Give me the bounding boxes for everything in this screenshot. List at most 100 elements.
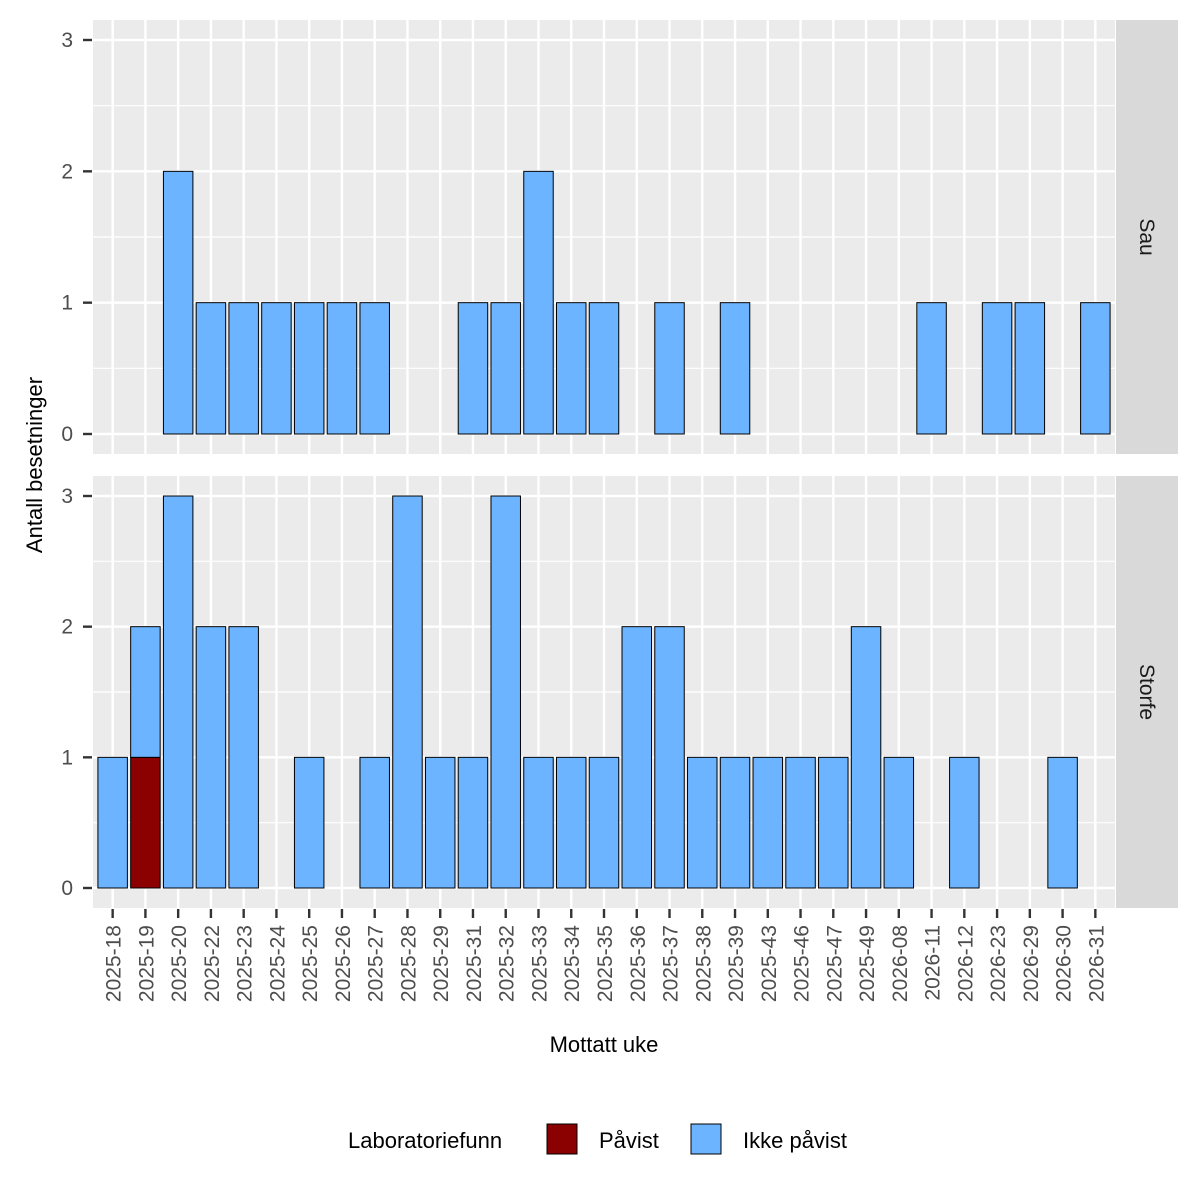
panel-sau: 0 1 2 3 Sau — [61, 20, 1178, 454]
bar-sau-2025-33-ikke-pavist — [523, 170, 554, 435]
x-tick-label: 2025-23 — [234, 925, 257, 1002]
bar-sau-2025-35-ikke-pavist — [588, 302, 620, 435]
legend-label-pavist: Påvist — [599, 1128, 659, 1153]
x-tick-label: 2025-18 — [103, 925, 126, 1002]
bar-storfe-2025-47-ikke-pavist — [818, 756, 849, 889]
x-tick-label: 2025-38 — [692, 925, 715, 1002]
bar-sau-2025-20-ikke-pavist — [162, 170, 194, 435]
y-tick-label: 0 — [61, 423, 73, 446]
bar-storfe-2025-36-ikke-pavist — [621, 626, 652, 889]
y-tick-label: 3 — [61, 485, 73, 508]
bar-sau-2025-25-ikke-pavist — [293, 302, 325, 435]
bar-storfe-2025-35-ikke-pavist — [588, 756, 620, 889]
y-axis-title: Antall besetninger — [22, 377, 47, 553]
bar-storfe-2025-34-ikke-pavist — [556, 756, 587, 889]
bar-storfe-2025-49-ikke-pavist — [850, 626, 882, 889]
legend-key-pavist — [546, 1123, 578, 1155]
x-tick-label: 2026-12 — [954, 925, 977, 1002]
x-tick-label: 2025-46 — [791, 925, 814, 1002]
bar-sau-2025-26-ikke-pavist — [326, 302, 358, 435]
x-tick-label: 2026-29 — [1020, 925, 1043, 1002]
bar-storfe-2025-19-pavist — [130, 756, 161, 889]
x-tick-label: 2025-47 — [823, 925, 846, 1002]
legend: Laboratoriefunn Påvist Ikke påvist — [348, 1123, 847, 1155]
facet-strip — [1116, 20, 1178, 454]
y-tick-label: 0 — [61, 877, 73, 900]
bar-storfe-2025-28-ikke-pavist — [392, 495, 423, 889]
y-tick-label: 2 — [61, 160, 73, 183]
x-tick-label: 2026-31 — [1085, 925, 1108, 1002]
facet-label-sau: Sau — [1135, 218, 1158, 255]
bar-storfe-2025-27-ikke-pavist — [359, 756, 390, 889]
bar-storfe-2025-31-ikke-pavist — [457, 756, 489, 889]
x-tick-label: 2025-26 — [332, 925, 355, 1002]
facet-strip — [1116, 476, 1178, 908]
bar-sau-2025-22-ikke-pavist — [195, 302, 227, 435]
bar-sau-2025-34-ikke-pavist — [556, 302, 587, 435]
y-tick-label: 1 — [61, 292, 73, 315]
bar-storfe-2025-46-ikke-pavist — [785, 756, 816, 889]
panel-storfe: 0 1 2 3 Storfe — [61, 476, 1178, 908]
x-tick-label: 2025-31 — [463, 925, 486, 1002]
x-tick-label: 2025-39 — [725, 925, 748, 1002]
x-axis-title: Mottatt uke — [550, 1032, 659, 1057]
x-tick-label: 2026-08 — [889, 925, 912, 1002]
x-tick-label: 2025-25 — [299, 925, 322, 1002]
x-tick-label: 2025-43 — [758, 925, 781, 1002]
x-tick-label: 2025-29 — [430, 925, 453, 1002]
bar-sau-2025-24-ikke-pavist — [261, 302, 292, 435]
x-tick-label: 2026-23 — [987, 925, 1010, 1002]
bar-storfe-2025-20-ikke-pavist — [162, 495, 194, 889]
facet-label-storfe: Storfe — [1135, 664, 1158, 720]
bar-storfe-2026-12-ikke-pavist — [949, 756, 980, 889]
bar-storfe-2025-33-ikke-pavist — [523, 756, 554, 889]
bar-sau-2025-27-ikke-pavist — [359, 302, 390, 435]
x-tick-label: 2025-37 — [660, 925, 683, 1002]
bar-sau-2025-32-ikke-pavist — [490, 302, 521, 435]
x-tick-label: 2025-27 — [365, 925, 388, 1002]
x-tick-label: 2025-49 — [856, 925, 879, 1002]
x-tick-label: 2025-35 — [594, 925, 617, 1002]
bar-sau-2026-29-ikke-pavist — [1014, 302, 1046, 435]
legend-key-ikke-pavist — [690, 1123, 722, 1155]
legend-label-ikke-pavist: Ikke påvist — [743, 1128, 847, 1153]
bar-storfe-2025-39-ikke-pavist — [719, 756, 751, 889]
x-tick-label: 2025-32 — [496, 925, 519, 1002]
legend-title: Laboratoriefunn — [348, 1128, 502, 1153]
bar-storfe-2026-08-ikke-pavist — [883, 756, 915, 889]
x-tick-label: 2025-28 — [397, 925, 420, 1002]
x-tick-label: 2025-34 — [561, 925, 584, 1002]
bar-storfe-2025-29-ikke-pavist — [424, 756, 456, 889]
bar-storfe-2025-25-ikke-pavist — [293, 756, 325, 889]
bar-storfe-2025-43-ikke-pavist — [752, 756, 784, 889]
bar-storfe-2025-18-ikke-pavist — [97, 756, 128, 889]
x-axis: 2025-18 2025-19 2025-20 2025-22 2025-23 2025-… — [103, 909, 1108, 1002]
x-tick-label: 2025-33 — [528, 925, 551, 1002]
bar-sau-2025-31-ikke-pavist — [457, 302, 489, 435]
x-tick-label: 2025-22 — [201, 925, 224, 1002]
x-tick-label: 2025-19 — [135, 925, 158, 1002]
bar-sau-2025-39-ikke-pavist — [719, 302, 751, 435]
bar-sau-2025-23-ikke-pavist — [228, 302, 259, 435]
bar-sau-2026-23-ikke-pavist — [981, 302, 1013, 435]
x-tick-label: 2025-24 — [266, 925, 289, 1002]
x-tick-label: 2025-36 — [627, 925, 650, 1002]
bar-storfe-2026-30-ikke-pavist — [1047, 756, 1078, 889]
bar-storfe-2025-32-ikke-pavist — [490, 495, 521, 889]
x-tick-label: 2025-20 — [168, 925, 191, 1002]
bar-sau-2026-31-ikke-pavist — [1080, 302, 1111, 435]
bar-sau-2026-11-ikke-pavist — [916, 302, 947, 435]
bar-sau-2025-37-ikke-pavist — [654, 302, 685, 435]
x-tick-label: 2026-11 — [922, 925, 945, 1001]
x-tick-label: 2026-30 — [1053, 925, 1076, 1002]
bar-storfe-2025-22-ikke-pavist — [195, 626, 227, 889]
panels: 0 1 2 3 Sau 0 1 2 3 Storfe — [61, 20, 1178, 908]
bar-storfe-2025-37-ikke-pavist — [654, 626, 685, 889]
bar-storfe-2025-19-ikke-pavist — [130, 626, 161, 758]
y-tick-label: 3 — [61, 29, 73, 52]
y-tick-label: 1 — [61, 746, 73, 769]
bar-storfe-2025-23-ikke-pavist — [228, 626, 259, 889]
y-tick-label: 2 — [61, 616, 73, 639]
bar-storfe-2025-38-ikke-pavist — [687, 756, 718, 889]
